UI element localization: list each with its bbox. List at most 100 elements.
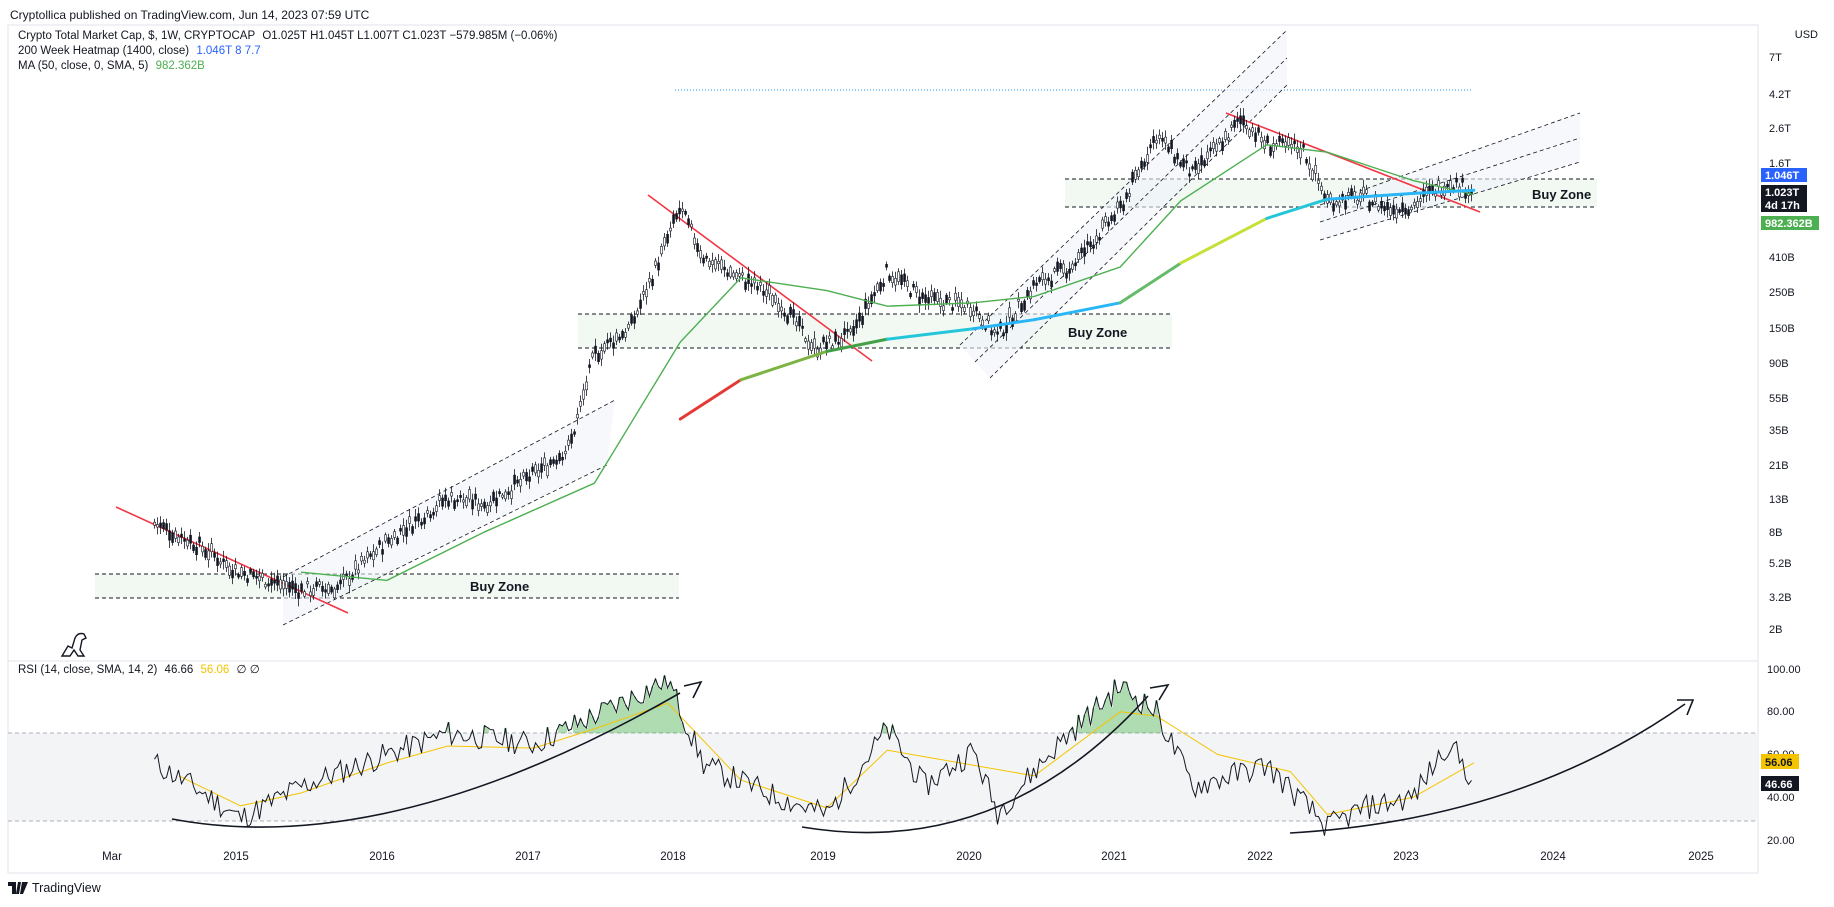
price-candle [333,586,336,600]
price-candle [357,563,360,580]
price-candle [669,221,672,238]
price-candle [270,571,273,593]
price-candle [1296,140,1299,160]
price-candle [1209,141,1212,158]
ma-legend: MA (50, close, 0, SMA, 5) 982.362B [18,60,209,72]
price-candle [1212,137,1215,154]
price-candle [933,288,936,306]
price-candle [273,572,276,591]
price-candle [1236,111,1239,129]
price-candle [1074,257,1077,271]
price-candle [855,313,858,334]
price-candle [1215,138,1218,157]
price-candle [720,255,723,274]
price-candle [996,324,999,342]
price-candle [1173,154,1176,166]
price-candle [564,445,567,460]
price-candle [195,541,198,561]
price-candle [246,574,249,587]
price-candle [1227,133,1230,145]
price-candle [474,487,477,506]
price-candle [570,428,573,449]
price-candle [618,333,621,344]
price-candle [462,493,465,509]
downtrend-line-2022[interactable] [1225,112,1481,213]
price-candle [174,527,177,543]
price-candle [987,312,990,325]
price-candle [798,310,801,332]
price-candle [408,509,411,531]
price-candle [888,273,891,283]
price-candle [480,499,483,512]
price-candle [423,512,426,530]
price-tick-label: 5.2B [1769,558,1792,570]
price-candle [852,320,855,342]
rsi-sma-value: 56.06 [200,664,230,676]
price-candle [969,303,972,322]
price-candle [600,343,603,366]
price-candle [426,506,429,518]
price-candle [1017,292,1020,309]
price-candle [663,232,666,251]
price-candle [567,435,570,451]
price-candle [1461,173,1464,187]
price-candle [1380,195,1383,214]
price-candle [228,562,231,579]
price-candle [387,533,390,548]
price-candle [285,574,288,596]
price-candle [1224,128,1227,143]
price-candle [459,490,462,503]
price-tick-label: 4.2T [1769,89,1791,101]
price-candle [633,310,636,330]
price-candle [1317,172,1320,191]
heatmap-segment [739,349,829,382]
price-candle [330,584,333,595]
price-candle [879,278,882,295]
price-candle [642,285,645,301]
price-candle [375,546,378,558]
price-candle [1251,123,1254,137]
price-candle [366,546,369,564]
price-candle [1101,216,1104,232]
price-candle [585,375,588,397]
price-candle [411,524,414,536]
price-candle [846,322,849,339]
price-candle [390,535,393,549]
price-candle [975,301,978,317]
price-candle [1041,266,1044,286]
price-candle [1233,115,1236,132]
price-candle [624,327,627,342]
price-candle [552,456,555,467]
heatmap-segment [678,378,743,421]
price-candle [420,518,423,530]
brand-label: TradingView [32,881,101,895]
time-tick-label: 2018 [660,851,686,863]
price-candle [1104,212,1107,227]
price-candle [924,287,927,310]
price-tick-label: 13B [1769,494,1789,506]
price-candle [654,258,657,269]
price-candle [516,475,519,487]
price-candle [591,350,594,360]
price-tick-label: 250B [1769,287,1795,299]
price-candle [1389,203,1392,220]
price-candle [558,450,561,464]
price-candle [678,200,681,222]
tradingview-brand[interactable]: TradingView [8,881,101,895]
price-candle [282,573,285,597]
rsi-arc-2019-2021 [801,695,1149,834]
price-candle [1053,266,1056,274]
price-candle [684,209,687,217]
heatmap-segment [885,327,975,341]
price-candle [198,531,201,548]
buy-zone-rect-1 [95,574,679,598]
price-candle [957,291,960,312]
price-candle [1194,156,1197,174]
price-candle [1179,160,1182,169]
price-candle [918,289,921,313]
price-candle [726,268,729,281]
price-candle [1065,268,1068,284]
time-tick-label: 2017 [515,851,541,863]
price-candle [915,281,918,298]
